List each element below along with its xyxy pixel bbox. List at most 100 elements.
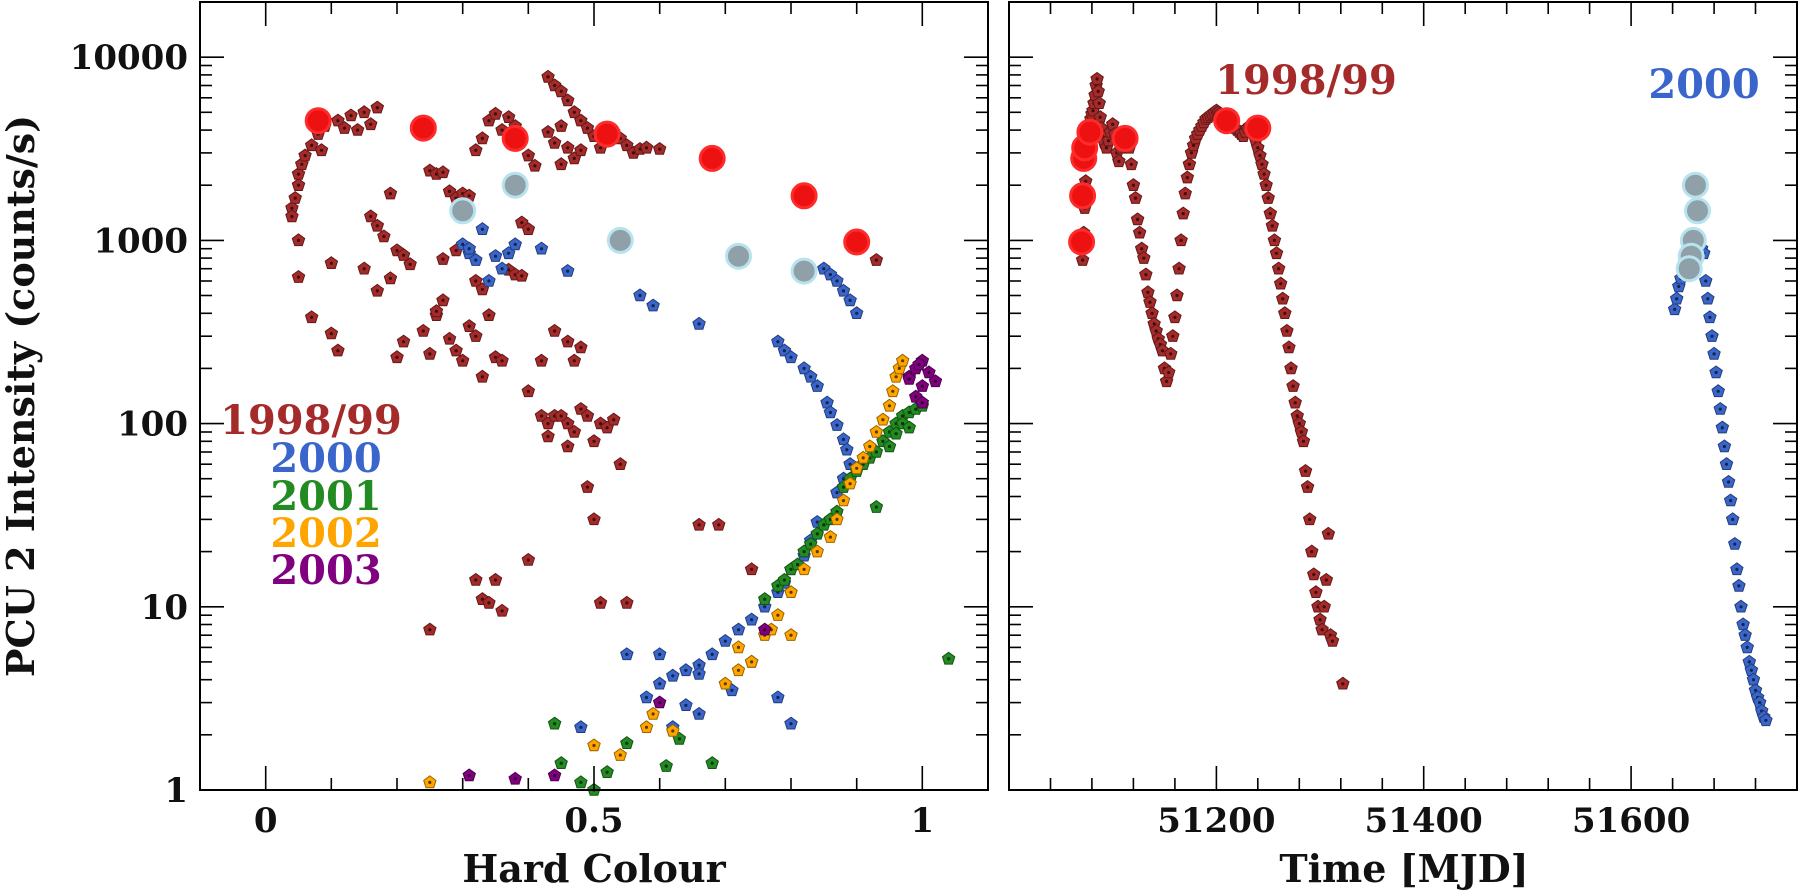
left-point-center-2000 bbox=[684, 668, 688, 672]
right-point-center-1998-99 bbox=[1279, 282, 1283, 286]
right-point-center-1998-99 bbox=[1097, 101, 1101, 105]
left-point-center-2000 bbox=[697, 672, 701, 676]
y-axis-title: PCU 2 Intensity (counts/s) bbox=[0, 115, 43, 677]
left-point-1998-99-highlighted bbox=[698, 144, 726, 172]
left-point-center-2000 bbox=[835, 279, 839, 283]
y-tick-label: 100 bbox=[117, 405, 188, 445]
left-point-center-1998-99 bbox=[553, 83, 557, 88]
right-point-center-1998-99 bbox=[1091, 109, 1095, 113]
left-point-1998-99-highlighted bbox=[593, 120, 621, 148]
left-point-center-1998-99 bbox=[454, 248, 458, 253]
left-point-center-2000 bbox=[848, 298, 852, 302]
left-data-points bbox=[285, 69, 956, 796]
left-point-center-2000 bbox=[736, 628, 741, 632]
left-point-center-1998-99 bbox=[447, 337, 452, 341]
right-point-center-1998-99 bbox=[1098, 115, 1102, 119]
right-point-center-1998-99 bbox=[1310, 550, 1314, 554]
left-point-center-2000 bbox=[513, 242, 517, 246]
left-point-center-2002 bbox=[736, 668, 741, 672]
right-point-center-2000 bbox=[1747, 660, 1751, 664]
left-point-center-2003 bbox=[914, 395, 918, 399]
lightcurve-panel: 51200 51400 51600 Time [MJD] 1998/99 2000 bbox=[1008, 1, 1798, 891]
left-point-center-1998-99 bbox=[310, 143, 314, 147]
right-point-center-2000 bbox=[1706, 297, 1710, 301]
left-point-center-2003 bbox=[920, 401, 924, 405]
right-point-center-1998-99 bbox=[1104, 146, 1109, 150]
left-point-center-2000 bbox=[835, 491, 839, 495]
left-point-center-1998-99 bbox=[526, 389, 530, 393]
left-point-center-1998-99 bbox=[362, 267, 366, 271]
left-point-center-2003 bbox=[917, 362, 921, 367]
right-point-center-1998-99 bbox=[1256, 146, 1260, 150]
left-point-center-1998-99 bbox=[290, 214, 294, 219]
left-point-2000-highlighted bbox=[449, 197, 477, 225]
left-point-center-1998-99 bbox=[388, 276, 392, 280]
left-point-center-2003 bbox=[920, 384, 924, 388]
right-point-center-1998-99 bbox=[1326, 532, 1330, 536]
right-point-center-1998-99 bbox=[1106, 139, 1111, 143]
left-point-center-2001 bbox=[874, 450, 879, 454]
left-point-center-2002 bbox=[901, 359, 905, 363]
left-point-center-1998-99 bbox=[296, 172, 301, 176]
left-point-center-2001 bbox=[553, 722, 557, 726]
left-point-center-2001 bbox=[822, 523, 826, 527]
left-point-1998-99-highlighted bbox=[409, 114, 437, 142]
right-point-center-1998-99 bbox=[1165, 379, 1169, 383]
right-point-center-2000 bbox=[1677, 284, 1681, 289]
left-point-center-2000 bbox=[710, 652, 714, 657]
left-point-center-1998-99 bbox=[644, 146, 649, 150]
left-point-center-1998-99 bbox=[467, 194, 471, 198]
left-point-center-2000 bbox=[684, 703, 688, 707]
left-point-center-1998-99 bbox=[421, 329, 425, 333]
left-point-center-2000 bbox=[697, 663, 701, 667]
left-point-center-1998-99 bbox=[454, 349, 458, 353]
left-point-center-2002 bbox=[828, 535, 833, 539]
left-point-center-2000 bbox=[697, 712, 701, 716]
left-point-1998-99-highlighted bbox=[843, 228, 871, 256]
left-point-center-2002 bbox=[891, 389, 895, 393]
left-point-center-2000 bbox=[855, 311, 859, 315]
right-point-center-1998-99 bbox=[1272, 238, 1276, 242]
left-point-center-2000 bbox=[782, 349, 787, 353]
left-point-center-1998-99 bbox=[874, 258, 879, 262]
left-point-center-1998-99 bbox=[362, 110, 366, 114]
right-point-center-1998-99 bbox=[1111, 122, 1115, 126]
left-point-center-1998-99 bbox=[526, 154, 530, 158]
left-point-center-1998-99 bbox=[625, 601, 629, 605]
right-point-1998-99-highlighted bbox=[1213, 107, 1241, 135]
left-point-center-2000 bbox=[750, 618, 754, 622]
right-point-center-1998-99 bbox=[1131, 183, 1135, 187]
left-point-center-1998-99 bbox=[369, 122, 373, 126]
right-point-center-2000 bbox=[1745, 645, 1749, 650]
right-point-center-1998-99 bbox=[1274, 251, 1279, 255]
right-point-center-1998-99 bbox=[1295, 414, 1299, 418]
left-y-tick-labels: 1 10 100 1000 10000 bbox=[70, 38, 188, 811]
right-point-center-1998-99 bbox=[1154, 329, 1158, 333]
right-point-center-1998-99 bbox=[1096, 89, 1100, 93]
left-point-center-2002 bbox=[736, 645, 741, 650]
left-point-center-1998-99 bbox=[329, 332, 333, 336]
left-point-center-2001 bbox=[789, 567, 793, 572]
left-point-center-1998-99 bbox=[697, 523, 701, 527]
left-point-center-1998-99 bbox=[500, 359, 504, 363]
left-point-center-1998-99 bbox=[480, 136, 484, 140]
left-point-center-2001 bbox=[947, 657, 951, 661]
left-point-center-2000 bbox=[828, 410, 833, 415]
right-point-center-1998-99 bbox=[1144, 273, 1148, 277]
left-point-center-1998-99 bbox=[553, 141, 557, 145]
left-point-center-1998-99 bbox=[546, 434, 550, 439]
left-point-center-2000 bbox=[802, 366, 806, 370]
left-point-center-2001 bbox=[579, 780, 583, 785]
left-point-center-1998-99 bbox=[553, 329, 557, 333]
left-point-center-1998-99 bbox=[559, 414, 563, 418]
left-point-center-1998-99 bbox=[310, 315, 314, 319]
left-point-center-2001 bbox=[625, 741, 629, 745]
left-point-center-2001 bbox=[894, 432, 898, 436]
right-point-center-2000 bbox=[1749, 668, 1753, 672]
left-point-center-1998-99 bbox=[290, 206, 294, 210]
right-point-center-1998-99 bbox=[1341, 682, 1345, 686]
left-point-center-2000 bbox=[480, 227, 484, 231]
right-point-center-1998-99 bbox=[1146, 290, 1150, 294]
left-point-center-2001 bbox=[559, 761, 563, 765]
